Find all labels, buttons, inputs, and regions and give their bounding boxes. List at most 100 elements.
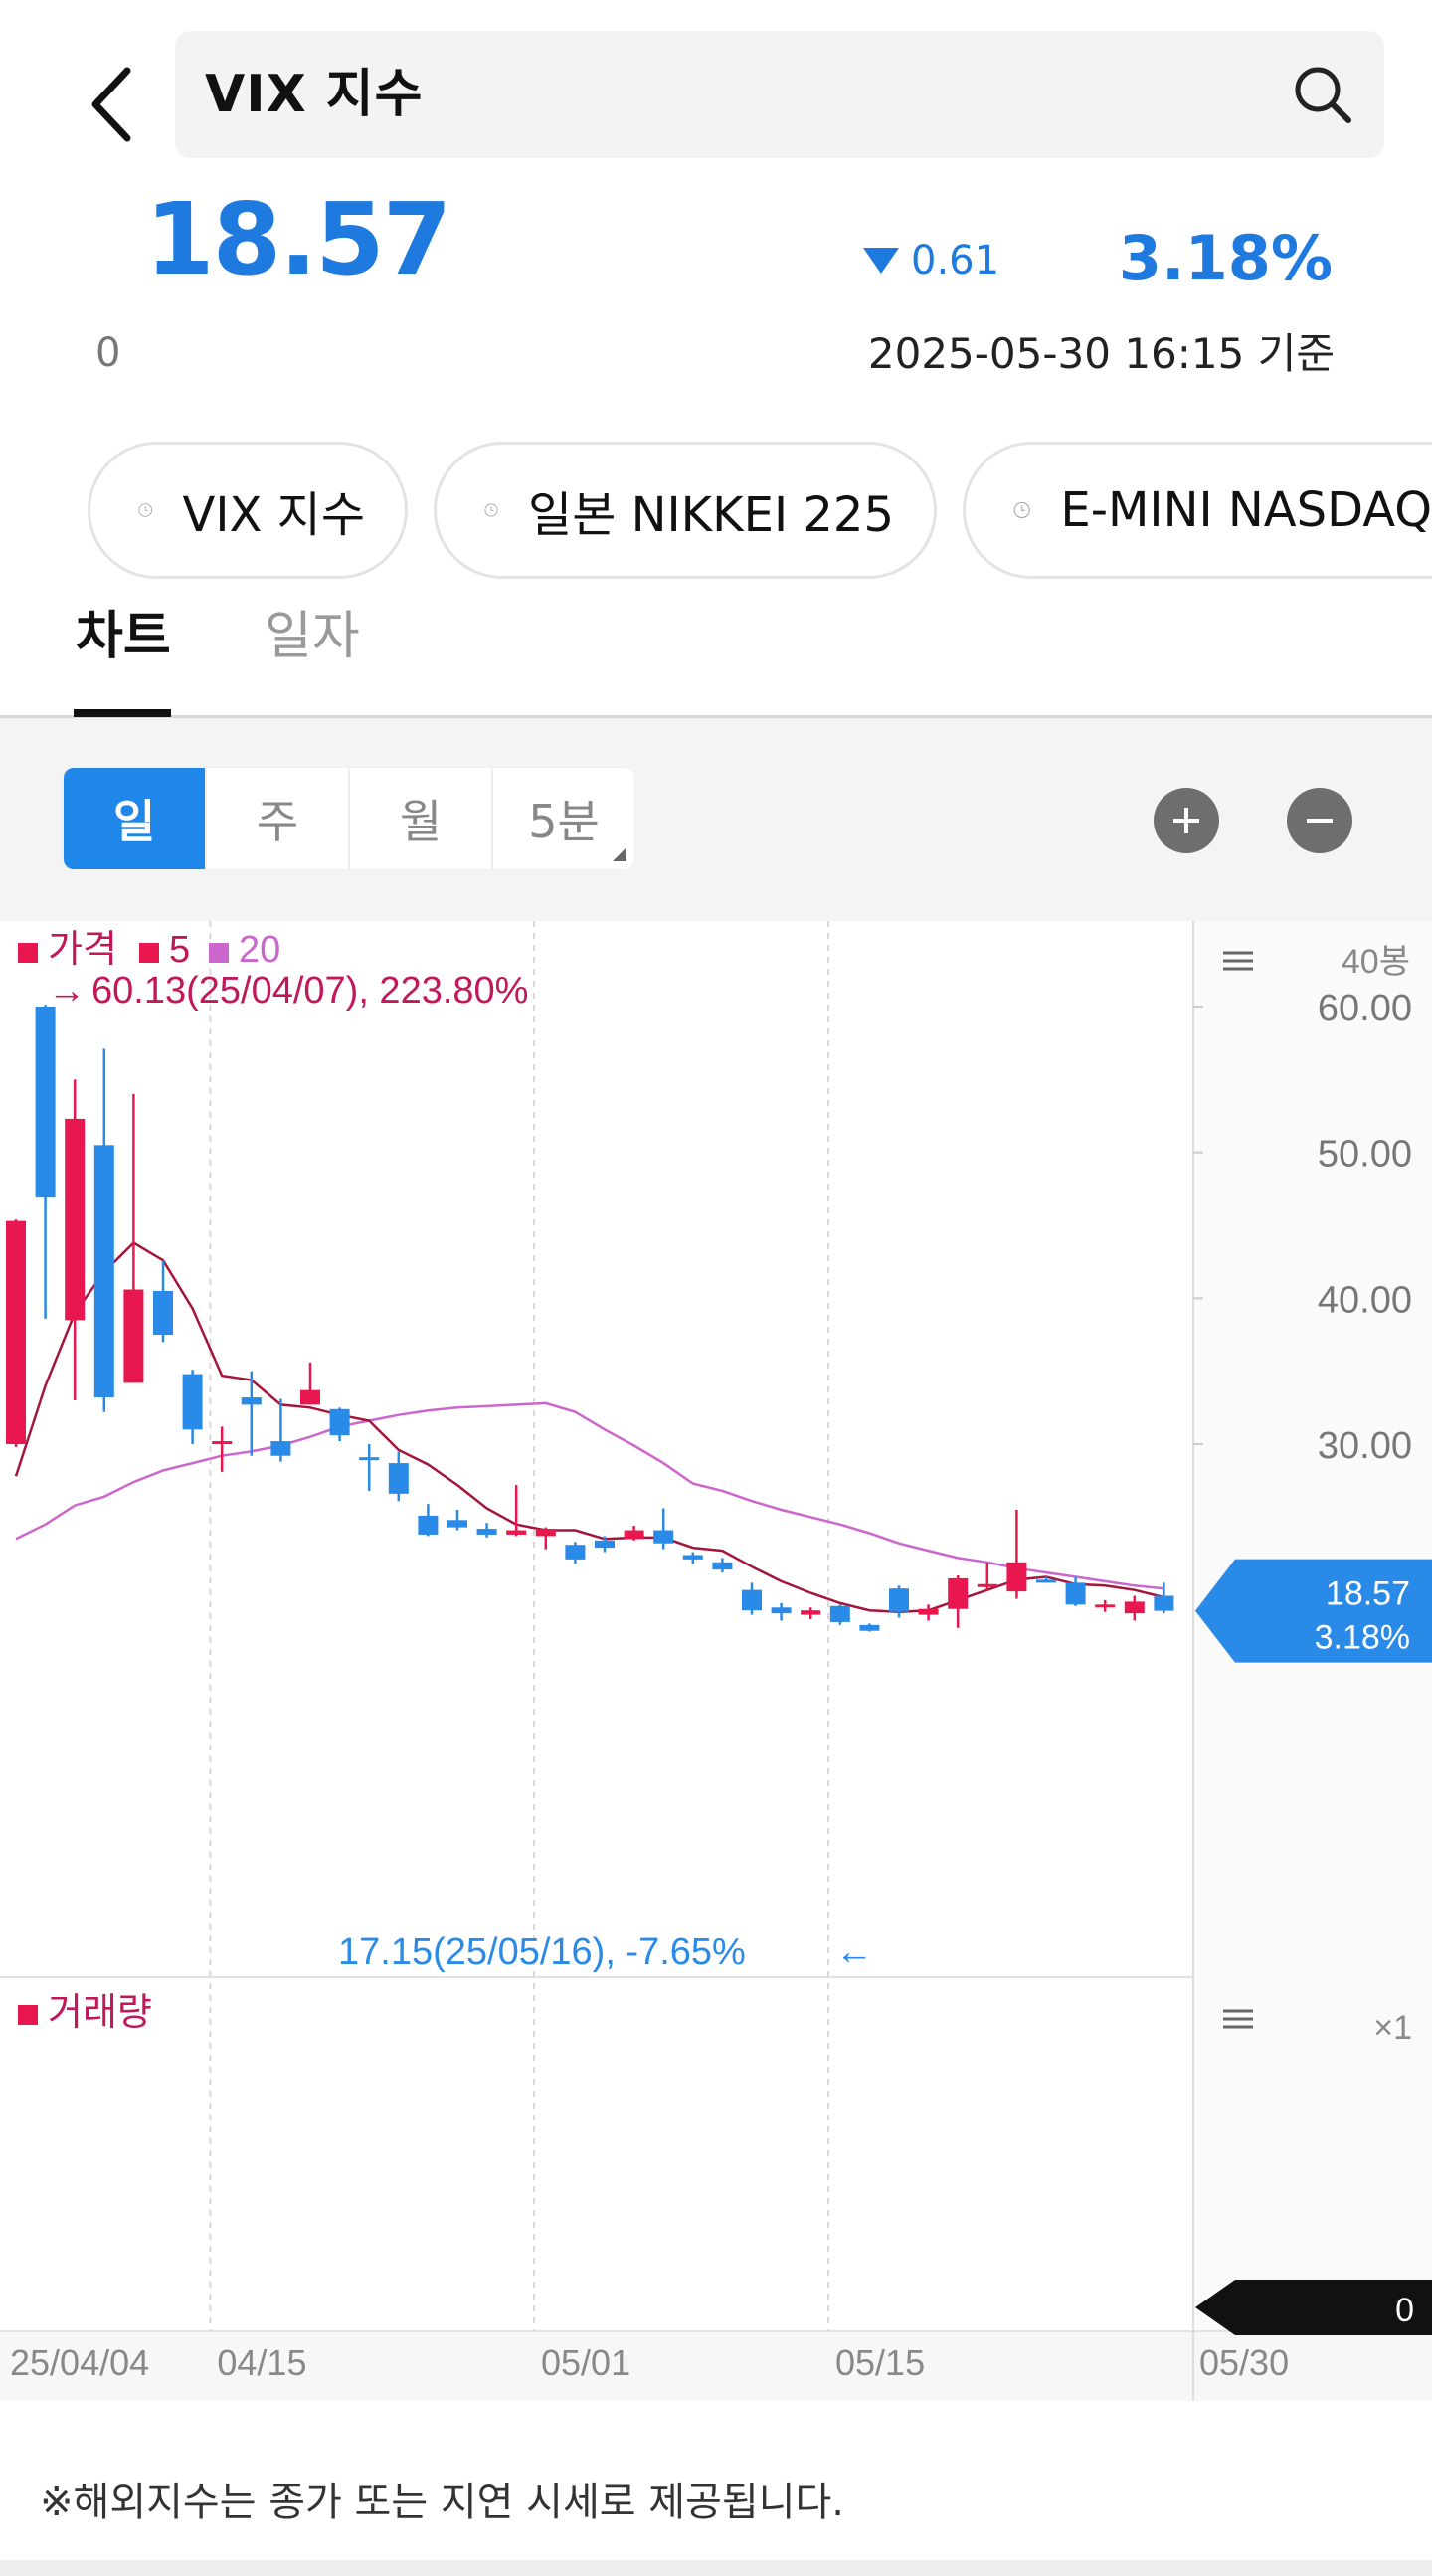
candle-body — [1036, 1579, 1056, 1583]
legend-ma5-swatch — [139, 943, 159, 963]
period-selector: 일 주 월 5분 — [64, 768, 634, 869]
chevron-left-icon — [91, 67, 131, 142]
current-price-tag — [1195, 1559, 1432, 1663]
y-tick-label: 60.00 — [1318, 988, 1412, 1029]
candle-body — [1124, 1601, 1145, 1614]
candle-body — [595, 1540, 615, 1549]
back-button[interactable] — [78, 50, 147, 159]
tab-chart[interactable]: 차트 — [76, 607, 171, 666]
candle-body — [153, 1291, 173, 1335]
candle-body — [889, 1588, 909, 1612]
period-month[interactable]: 월 — [350, 768, 493, 869]
clock-icon — [1013, 501, 1030, 519]
candle-body — [771, 1607, 792, 1614]
candle-body — [212, 1441, 233, 1445]
recent-chip-nasdaq[interactable]: E-MINI NASDAQ — [963, 442, 1432, 579]
volume-value-tag — [1195, 2280, 1432, 2335]
candle-body — [918, 1608, 939, 1615]
period-week[interactable]: 주 — [207, 768, 350, 869]
candle-body — [829, 1605, 850, 1622]
period-5min[interactable]: 5분 — [493, 768, 634, 869]
recent-chip-nikkei[interactable]: 일본 NIKKEI 225 — [434, 442, 937, 579]
volume-value: 0 — [95, 330, 121, 376]
clock-icon — [484, 503, 498, 517]
recent-chip-label: VIX 지수 — [182, 487, 365, 543]
x-tick-label: 05/30 — [1199, 2342, 1289, 2383]
candle-body — [1065, 1582, 1086, 1605]
disclaimer-text: ※해외지수는 종가 또는 지연 시세로 제공됩니다. — [40, 2480, 845, 2525]
candle-body — [624, 1530, 644, 1540]
legend-price-swatch — [18, 943, 38, 963]
zoom-in-button[interactable] — [1154, 788, 1219, 853]
dropdown-corner-icon — [613, 847, 626, 861]
down-triangle-icon — [863, 248, 899, 274]
candle-body — [977, 1583, 997, 1587]
low-arrow: ← — [835, 1932, 873, 1973]
recent-chip-label: 일본 NIKKEI 225 — [528, 487, 894, 543]
candle-body — [329, 1408, 350, 1436]
candle-body — [565, 1545, 586, 1560]
candle-body — [1006, 1562, 1027, 1592]
candle-body — [712, 1562, 733, 1570]
y-tick-label: 30.00 — [1318, 1425, 1412, 1467]
quote-timestamp: 2025-05-30 16:15 기준 — [867, 329, 1335, 378]
active-tab-indicator — [74, 709, 171, 717]
candle-body — [6, 1220, 26, 1444]
x-tick-label: 04/15 — [217, 2342, 306, 2383]
tab-daily[interactable]: 일자 — [265, 607, 360, 666]
tab-divider — [0, 715, 1432, 718]
period-day[interactable]: 일 — [64, 768, 207, 869]
candle-body — [506, 1530, 527, 1535]
clock-icon — [138, 503, 153, 517]
current-price: 18.57 — [145, 181, 451, 297]
search-query: VIX 지수 — [205, 65, 424, 124]
recent-chip-vix[interactable]: VIX 지수 — [88, 442, 408, 579]
bar-count-label: 40봉 — [1342, 943, 1410, 981]
candlestick-chart-svg: 60.00 50.00 40.00 30.00 가격 5 20 → 60.13(25/04/07… — [0, 921, 1432, 2401]
recent-chip-label: E-MINI NASDAQ — [1060, 482, 1432, 538]
current-pct-label: 3.18% — [1315, 1619, 1410, 1657]
candle-body — [742, 1589, 762, 1611]
x-tick-label: 05/01 — [541, 2342, 630, 2383]
candle-body — [182, 1374, 203, 1430]
volume-multiplier-label: ×1 — [1373, 2009, 1412, 2047]
candle-body — [123, 1289, 144, 1383]
current-price-label: 18.57 — [1326, 1575, 1410, 1613]
price-chart[interactable]: 60.00 50.00 40.00 30.00 가격 5 20 → 60.13(25/04/07… — [0, 921, 1432, 2401]
candle-body — [801, 1610, 821, 1615]
y-tick-label: 50.00 — [1318, 1134, 1412, 1176]
candle-body — [418, 1515, 439, 1535]
candle-body — [388, 1463, 409, 1494]
price-change: 0.61 — [863, 231, 999, 290]
zoom-out-button[interactable] — [1287, 788, 1352, 853]
x-tick-label: 25/04/04 — [10, 2342, 149, 2383]
legend-ma20-swatch — [209, 943, 229, 963]
price-change-percent: 3.18% — [1118, 222, 1333, 294]
low-annotation: 17.15(25/05/16), -7.65% — [338, 1932, 746, 1973]
candle-body — [270, 1441, 291, 1456]
candle-body — [93, 1145, 114, 1398]
candle-body — [359, 1457, 380, 1461]
candle-body — [65, 1118, 86, 1321]
minus-icon — [1307, 819, 1333, 823]
candle-body — [682, 1555, 703, 1560]
candle-body — [948, 1577, 969, 1609]
candle-body — [300, 1389, 320, 1405]
legend-ma5-label: 5 — [169, 929, 190, 971]
legend-volume-swatch — [18, 2005, 38, 2025]
search-icon[interactable] — [1291, 63, 1354, 126]
candle-body — [1154, 1595, 1174, 1611]
search-box[interactable]: VIX 지수 — [175, 31, 1384, 158]
bottom-bar — [0, 2560, 1432, 2576]
legend-volume-label: 거래량 — [48, 1992, 152, 2034]
legend-price-label: 가격 — [48, 929, 117, 971]
candle-body — [476, 1529, 497, 1535]
candle-body — [1095, 1604, 1116, 1608]
volume-value-label: 0 — [1395, 2292, 1414, 2329]
candle-body — [448, 1520, 467, 1528]
high-arrow: → — [48, 970, 86, 1012]
candle-body — [535, 1529, 556, 1537]
y-tick-label: 40.00 — [1318, 1279, 1412, 1321]
ma5-line — [14, 1241, 1164, 1613]
high-annotation: 60.13(25/04/07), 223.80% — [91, 970, 528, 1012]
